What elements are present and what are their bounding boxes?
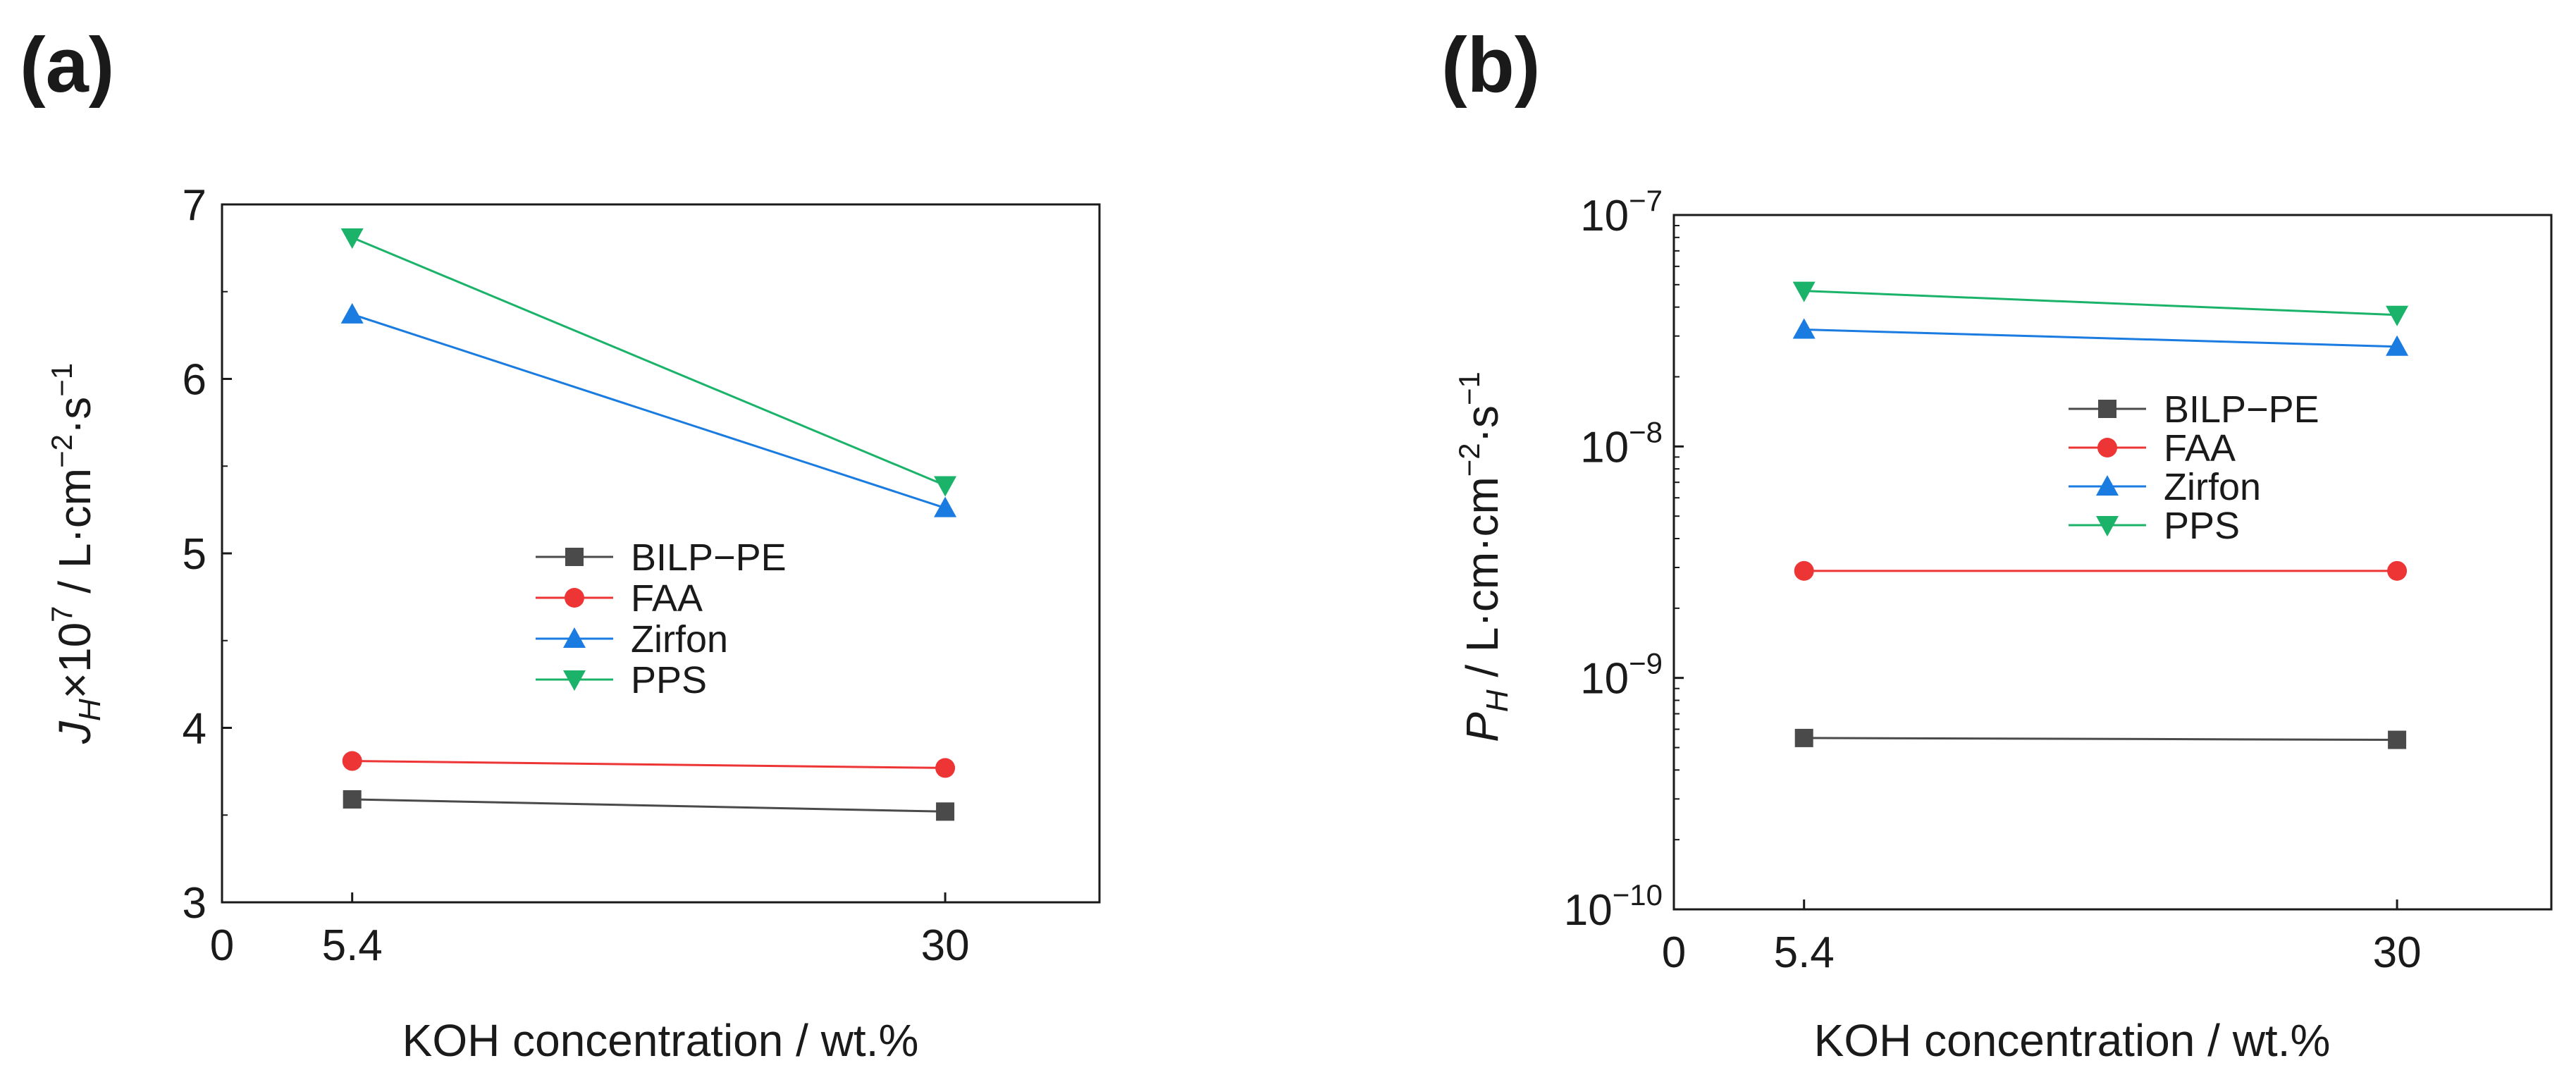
panel-b-y-tick-label: 10−8 [1580, 415, 1663, 472]
panel-a-x-tick-label: 30 [921, 921, 970, 970]
panel-b-x-tick-label: 5.4 [1774, 928, 1835, 977]
panel-a-x-tick-label: 0 [210, 921, 234, 970]
panel-a-y-axis-label: JH×107 / L·cm−2·s−1 [45, 363, 107, 744]
panel-a-data-point-pps [934, 476, 957, 497]
panel-a-series [340, 228, 957, 821]
panel-b-series-line-zirfon [1804, 328, 2398, 348]
panel-b-series [1792, 281, 2409, 749]
panel-b-x-tick-label: 30 [2373, 928, 2422, 977]
panel-a-data-point-bilp-pe [343, 790, 362, 809]
panel-b-y-tick-label: 10−10 [1564, 878, 1663, 935]
panel-a-ylabel-units: / L·cm [49, 468, 100, 606]
panel-b-data-point-bilp-pe [2388, 730, 2407, 749]
panel-a-legend-label-zirfon: Zirfon [631, 618, 728, 661]
panel-b-x-axis-label: KOH concentration / wt.% [1814, 1015, 2331, 1066]
panel-b-legend-label-zirfon: Zirfon [2164, 466, 2261, 508]
panel-b-data-point-faa [1794, 560, 1814, 581]
panel-b-y-axis-label: PH / L·cm·cm−2·s−1 [1453, 371, 1515, 742]
panel-a-ylabel-units2-exp: −1 [45, 363, 78, 397]
panel-b-ylabel-units: / L·cm·cm [1457, 477, 1508, 689]
panel-b-data-point-bilp-pe [1794, 728, 1813, 747]
panel-a-y-tick-label: 4 [183, 705, 207, 754]
panel-b-ylabel-units-exp: −2 [1453, 443, 1486, 477]
panel-a-x-axis-label: KOH concentration / wt.% [402, 1015, 919, 1066]
panel-a-series-line-pps [352, 236, 946, 486]
panel-b-legend-marker-pps [2096, 516, 2119, 536]
panel-a-x-tick-label: 5.4 [322, 921, 383, 970]
panel-b-legend-label-pps: PPS [2164, 505, 2240, 547]
panel-b-series-line-pps [1804, 290, 2398, 317]
panel-b-data-point-pps [2386, 305, 2409, 326]
panel-a-y-tick-label: 6 [183, 356, 207, 405]
panel-a-series-line-faa [352, 760, 946, 769]
panel-a-data-point-zirfon [934, 496, 957, 517]
panel-b-data-point-pps [1792, 281, 1816, 302]
panel-b-data-point-zirfon [1792, 318, 1816, 339]
panel-a-ylabel-sub: H [73, 699, 107, 721]
panel-a-legend-marker-pps [563, 670, 586, 691]
panel-b-data-point-zirfon [2386, 335, 2409, 356]
panel-b-ticks: 0 5.4 30 10−10 10−9 10−8 10−7 [1564, 184, 2422, 977]
panel-a-legend-label-bilp-pe: BILP−PE [631, 536, 787, 579]
panel-a-ylabel-units2: ·s [49, 397, 100, 434]
panel-b-ylabel-units2-exp: −1 [1453, 371, 1486, 405]
panel-a-data-point-bilp-pe [936, 802, 955, 821]
panel-b-x-tick-label: 0 [1662, 928, 1686, 977]
panel-a-legend-marker-faa [565, 588, 584, 608]
panel-a-label: (a) [20, 22, 114, 109]
panel-b-plot-area [1672, 214, 2553, 911]
panel-a-ylabel-units-exp: −2 [45, 434, 78, 468]
panel-b-legend-label-bilp-pe: BILP−PE [2164, 388, 2319, 431]
panel-b-legend-marker-zirfon [2096, 475, 2119, 496]
panel-b-legend-marker-faa [2097, 438, 2117, 457]
panel-a-data-point-faa [935, 758, 956, 778]
panel-b-ylabel-main: P [1457, 712, 1508, 742]
panel-b-legend-label-faa: FAA [2164, 427, 2236, 469]
panel-a-data-point-pps [340, 228, 364, 250]
panel-a-legend-marker-zirfon [563, 627, 586, 648]
panel-a-y-tick-label: 7 [183, 181, 207, 230]
panel-a-data-point-faa [342, 751, 362, 771]
panel-a-ylabel-rest: ×10 [49, 622, 100, 699]
panel-b: (b) 0 5.4 30 10−10 10−9 10−8 10−7 BILP−PEFAAZi… [1441, 22, 2553, 1066]
panel-a-y-tick-label: 3 [183, 879, 207, 928]
panel-b-series-line-bilp-pe [1804, 737, 2398, 742]
panel-a-y-tick-label: 5 [183, 530, 207, 579]
panel-b-ylabel-sub: H [1480, 689, 1515, 712]
panel-b-label: (b) [1441, 22, 1540, 109]
panel-b-ylabel-units2: ·s [1457, 405, 1508, 443]
panel-b-data-point-faa [2387, 560, 2408, 581]
panel-b-legend-marker-bilp-pe [2098, 400, 2116, 418]
panel-a-legend-label-pps: PPS [631, 659, 707, 701]
panel-a-data-point-zirfon [340, 302, 364, 324]
panel-a-legend-label-faa: FAA [631, 577, 703, 620]
panel-a-series-line-zirfon [352, 313, 946, 510]
panel-a-series-line-bilp-pe [352, 798, 946, 813]
panel-a-legend-marker-bilp-pe [565, 548, 584, 566]
panel-b-y-tick-label: 10−7 [1580, 184, 1663, 240]
panel-a-ylabel-main: J [49, 720, 100, 744]
panel-b-y-tick-label: 10−9 [1580, 647, 1663, 704]
panel-a-ylabel-exp: 7 [45, 606, 78, 622]
panel-a-ticks: 0 5.4 30 3 4 5 6 7 [183, 181, 970, 970]
